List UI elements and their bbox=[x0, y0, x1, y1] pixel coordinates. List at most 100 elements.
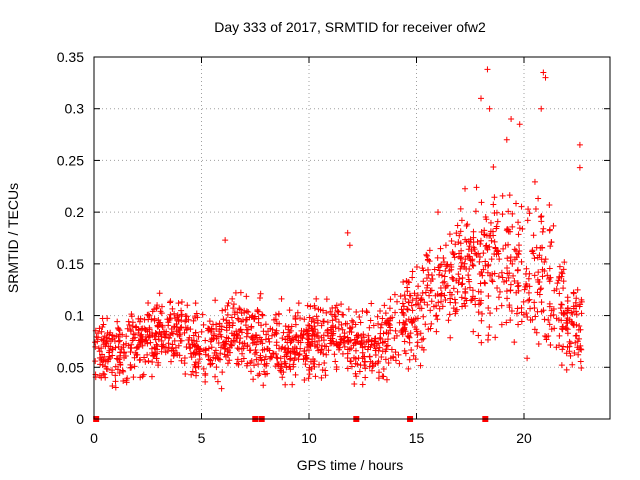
data-point bbox=[568, 318, 575, 325]
data-point bbox=[102, 357, 109, 364]
data-point bbox=[538, 213, 545, 220]
data-point bbox=[558, 273, 565, 280]
data-point bbox=[469, 296, 476, 303]
data-point bbox=[238, 329, 245, 336]
data-point bbox=[176, 352, 183, 359]
data-point bbox=[505, 208, 512, 215]
data-point bbox=[574, 286, 581, 293]
data-point bbox=[298, 334, 305, 341]
data-point bbox=[576, 323, 583, 330]
data-point bbox=[253, 356, 260, 363]
data-point bbox=[236, 305, 243, 312]
data-point bbox=[153, 355, 160, 362]
data-point bbox=[224, 311, 231, 318]
data-point bbox=[357, 319, 364, 326]
data-point bbox=[244, 343, 251, 350]
data-point bbox=[281, 358, 288, 365]
data-point bbox=[505, 274, 512, 281]
data-point bbox=[211, 331, 218, 338]
data-point bbox=[382, 310, 389, 317]
data-point bbox=[284, 339, 291, 346]
data-point bbox=[128, 345, 135, 352]
data-point bbox=[414, 315, 421, 322]
data-point bbox=[279, 335, 286, 342]
data-point bbox=[384, 342, 391, 349]
data-point bbox=[559, 326, 566, 333]
data-point bbox=[488, 277, 495, 284]
data-point bbox=[434, 291, 441, 298]
data-point bbox=[240, 345, 247, 352]
data-point bbox=[243, 316, 250, 323]
data-point bbox=[563, 350, 570, 357]
data-point bbox=[251, 339, 258, 346]
data-point bbox=[218, 333, 225, 340]
data-point bbox=[486, 105, 493, 112]
data-point bbox=[319, 366, 326, 373]
data-point bbox=[173, 349, 180, 356]
data-point bbox=[103, 334, 110, 341]
data-point bbox=[178, 313, 185, 320]
data-point bbox=[98, 328, 105, 335]
data-point bbox=[410, 316, 417, 323]
data-point bbox=[285, 333, 292, 340]
data-point bbox=[362, 374, 369, 381]
data-point bbox=[140, 371, 147, 378]
data-point bbox=[402, 296, 409, 303]
data-point bbox=[251, 350, 258, 357]
data-point bbox=[320, 307, 327, 314]
data-point bbox=[452, 310, 459, 317]
data-point bbox=[438, 261, 445, 268]
data-point bbox=[228, 330, 235, 337]
data-point bbox=[200, 365, 207, 372]
data-point bbox=[119, 367, 126, 374]
data-point bbox=[100, 370, 107, 377]
data-point bbox=[131, 354, 138, 361]
data-point bbox=[383, 320, 390, 327]
data-point bbox=[533, 329, 540, 336]
data-point bbox=[144, 328, 151, 335]
data-point bbox=[516, 121, 523, 128]
data-point bbox=[279, 374, 286, 381]
data-point bbox=[513, 247, 520, 254]
data-point bbox=[431, 266, 438, 273]
data-point bbox=[271, 331, 278, 338]
data-point bbox=[370, 322, 377, 329]
data-point bbox=[489, 271, 496, 278]
data-point bbox=[531, 299, 538, 306]
data-point bbox=[350, 354, 357, 361]
data-point bbox=[498, 321, 505, 328]
data-point bbox=[208, 344, 215, 351]
data-point bbox=[260, 382, 267, 389]
data-point bbox=[489, 278, 496, 285]
data-point bbox=[446, 231, 453, 238]
data-point bbox=[374, 313, 381, 320]
data-point bbox=[178, 307, 185, 314]
data-point bbox=[202, 372, 209, 379]
data-point bbox=[334, 307, 341, 314]
data-point bbox=[102, 374, 109, 381]
data-point bbox=[531, 326, 538, 333]
data-point bbox=[546, 278, 553, 285]
data-point bbox=[267, 353, 274, 360]
data-point bbox=[378, 354, 385, 361]
data-point bbox=[192, 364, 199, 371]
data-point bbox=[379, 339, 386, 346]
data-point bbox=[458, 281, 465, 288]
data-point bbox=[404, 305, 411, 312]
data-point bbox=[564, 330, 571, 337]
data-point bbox=[541, 267, 548, 274]
data-point bbox=[245, 309, 252, 316]
data-point bbox=[277, 367, 284, 374]
data-point bbox=[421, 299, 428, 306]
data-point bbox=[318, 322, 325, 329]
data-point bbox=[414, 292, 421, 299]
data-point bbox=[380, 330, 387, 337]
data-point bbox=[171, 324, 178, 331]
data-point bbox=[291, 349, 298, 356]
data-point bbox=[148, 316, 155, 323]
data-point bbox=[126, 321, 133, 328]
data-point bbox=[226, 324, 233, 331]
data-point bbox=[467, 257, 474, 264]
data-point bbox=[113, 332, 120, 339]
data-point bbox=[573, 302, 580, 309]
